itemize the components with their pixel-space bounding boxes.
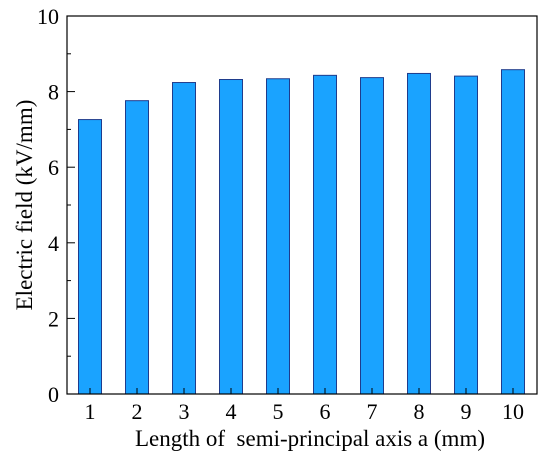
y-tick-label: 8 <box>48 80 59 105</box>
x-tick-label: 4 <box>226 399 237 424</box>
bar-7 <box>360 77 384 395</box>
x-tick-label: 1 <box>85 399 96 424</box>
bar-6 <box>313 74 337 395</box>
x-tick-label: 7 <box>367 399 378 424</box>
bar-8 <box>407 72 431 395</box>
bar-9 <box>454 75 478 395</box>
y-tick-label: 2 <box>48 306 59 331</box>
x-tick-label: 9 <box>461 399 472 424</box>
x-tick-label: 2 <box>132 399 143 424</box>
x-tick-label: 5 <box>273 399 284 424</box>
x-axis: 1 2 3 4 5 6 7 8 9 10 <box>85 388 524 424</box>
bar-1 <box>78 119 102 395</box>
y-tick-label: 0 <box>48 382 59 407</box>
y-axis: 0 2 4 6 8 10 <box>37 4 75 407</box>
x-axis-label: Length of semi-principal axis a (mm) <box>135 426 485 451</box>
bar-5 <box>266 78 290 395</box>
x-tick-label: 8 <box>414 399 425 424</box>
x-tick-label: 10 <box>502 399 524 424</box>
y-tick-label: 6 <box>48 155 59 180</box>
bar-4 <box>219 79 243 395</box>
bar-2 <box>125 100 149 395</box>
y-tick-label: 4 <box>48 231 59 256</box>
bars-group <box>78 69 525 395</box>
x-tick-label: 6 <box>320 399 331 424</box>
y-axis-label: Electric field (kV/mm) <box>12 100 37 311</box>
x-tick-label: 3 <box>179 399 190 424</box>
bar-3 <box>172 82 196 395</box>
bar-10 <box>501 69 525 395</box>
y-tick-label: 10 <box>37 4 59 29</box>
